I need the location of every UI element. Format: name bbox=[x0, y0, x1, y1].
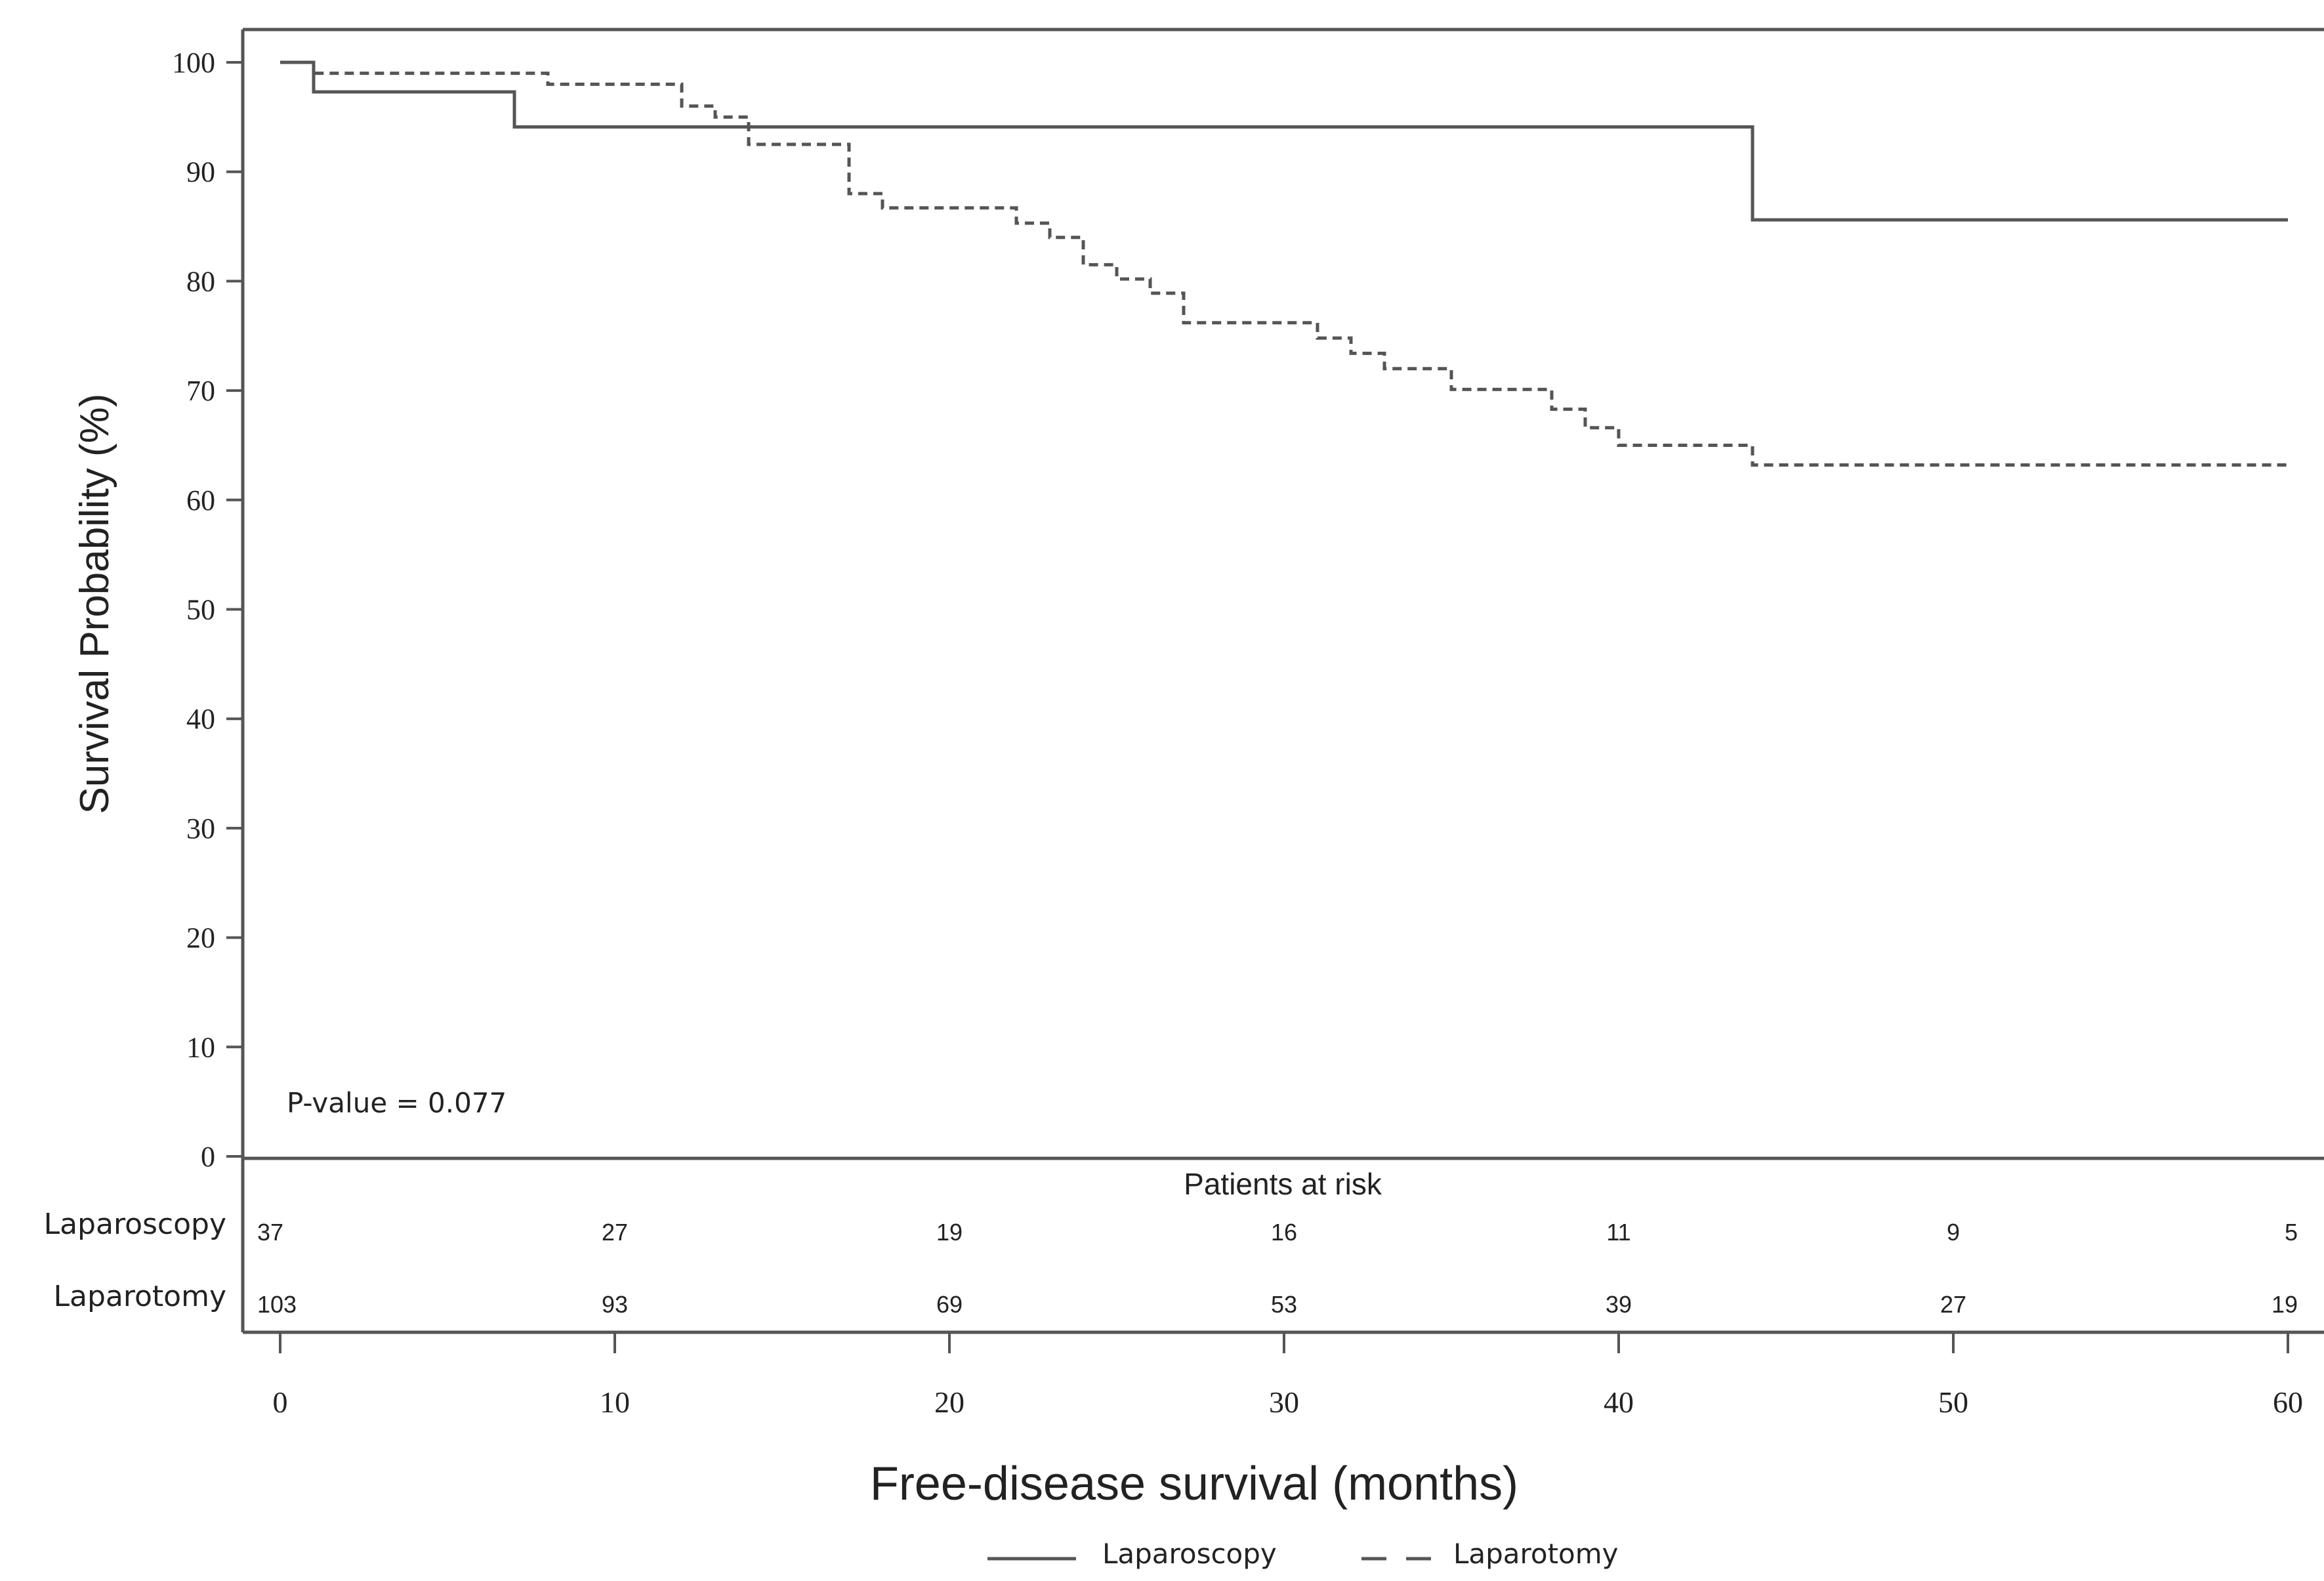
risk-count: 93 bbox=[602, 1291, 628, 1318]
risk-count: 9 bbox=[1947, 1219, 1960, 1246]
risk-count: 19 bbox=[936, 1219, 963, 1246]
y-tick-label: 70 bbox=[186, 375, 215, 407]
risk-count: 19 bbox=[2272, 1291, 2298, 1318]
risk-count: 39 bbox=[1606, 1291, 1632, 1318]
y-axis-ticks: 0 10 20 30 40 50 60 70 80 90 100 bbox=[172, 47, 243, 1173]
y-tick-label: 90 bbox=[186, 156, 215, 188]
legend: Laparoscopy Laparotomy bbox=[987, 1538, 1619, 1570]
risk-count: 37 bbox=[257, 1219, 283, 1246]
y-tick-label: 50 bbox=[186, 594, 215, 626]
y-tick-label: 30 bbox=[186, 812, 215, 845]
y-tick-label: 100 bbox=[172, 47, 215, 79]
y-tick-label: 20 bbox=[186, 922, 215, 954]
x-axis-label: Free-disease survival (months) bbox=[870, 1458, 1518, 1510]
risk-table: Laparoscopy 37 27 19 16 11 9 5 Laparotomy 103 93 69… bbox=[44, 1208, 2298, 1318]
risk-count: 11 bbox=[1606, 1219, 1630, 1246]
x-tick-label: 0 bbox=[273, 1385, 288, 1419]
x-axis-ticks: 0 10 20 30 40 50 60 bbox=[273, 1332, 2303, 1419]
x-tick-label: 60 bbox=[2273, 1385, 2303, 1419]
risk-row-label: Laparoscopy bbox=[44, 1208, 226, 1241]
risk-count: 103 bbox=[257, 1291, 297, 1318]
y-tick-label: 10 bbox=[186, 1031, 215, 1063]
x-tick-label: 30 bbox=[1269, 1385, 1299, 1419]
x-tick-label: 40 bbox=[1604, 1385, 1634, 1419]
y-tick-label: 80 bbox=[186, 265, 215, 297]
risk-count: 27 bbox=[602, 1219, 628, 1246]
y-tick-label: 0 bbox=[201, 1141, 215, 1173]
x-tick-label: 50 bbox=[1938, 1385, 1968, 1419]
risk-count: 5 bbox=[2285, 1219, 2298, 1246]
y-tick-label: 60 bbox=[186, 484, 215, 516]
x-tick-label: 10 bbox=[600, 1385, 630, 1419]
p-value-annotation: P-value = 0.077 bbox=[287, 1087, 507, 1119]
risk-row-label: Laparotomy bbox=[54, 1280, 226, 1313]
risk-count: 53 bbox=[1271, 1291, 1297, 1318]
risk-count: 69 bbox=[936, 1291, 963, 1318]
plot-frame bbox=[241, 28, 2324, 1334]
risk-count: 16 bbox=[1271, 1219, 1297, 1246]
legend-label-laparotomy: Laparotomy bbox=[1453, 1538, 1619, 1570]
x-tick-label: 20 bbox=[934, 1385, 965, 1419]
series-line-laparoscopy bbox=[280, 60, 2288, 222]
survival-curves bbox=[280, 60, 2288, 467]
risk-count: 27 bbox=[1940, 1291, 1966, 1318]
risk-table-title: Patients at risk bbox=[1184, 1167, 1382, 1201]
y-axis-label: Survival Probability (%) bbox=[72, 394, 117, 814]
series-line-laparotomy bbox=[280, 60, 2288, 467]
legend-label-laparoscopy: Laparoscopy bbox=[1102, 1538, 1277, 1570]
y-tick-label: 40 bbox=[186, 703, 215, 735]
